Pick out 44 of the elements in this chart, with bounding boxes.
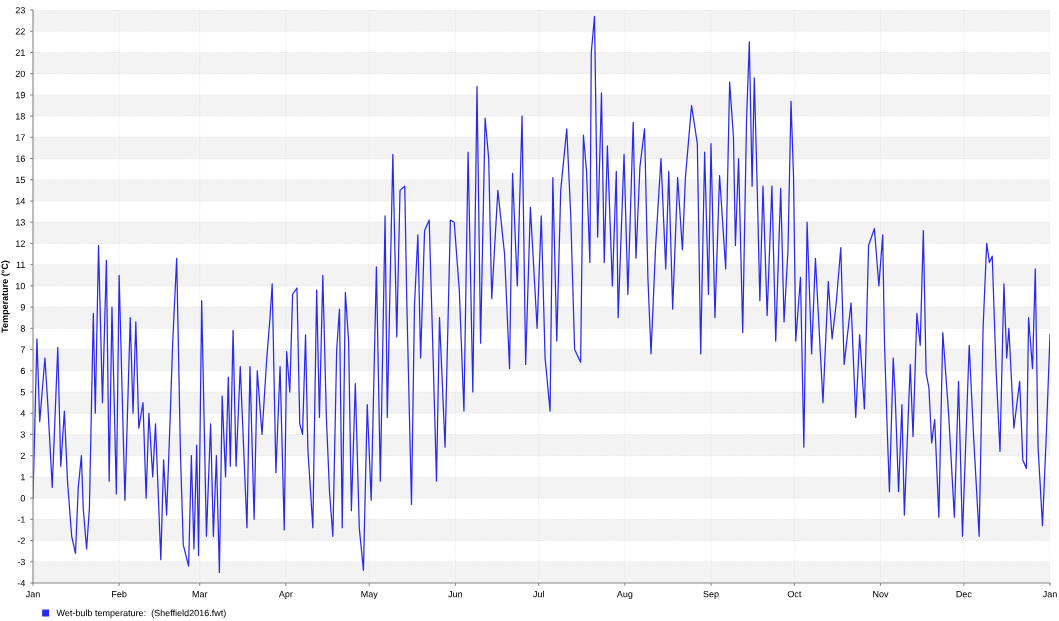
x-tick-label: Jan	[1042, 590, 1057, 598]
x-tick-label: May	[361, 590, 378, 600]
y-tick-label: 18	[16, 113, 25, 120]
y-tick-label: 10	[16, 282, 26, 290]
y-tick-label: 7	[20, 346, 25, 353]
y-tick-label: 16	[16, 155, 25, 162]
y-tick-label: 22	[15, 28, 25, 35]
y-tick-label: -1	[17, 516, 25, 523]
x-tick-label: Dec	[956, 590, 972, 598]
y-tick-label: 13	[16, 219, 25, 226]
y-tick-label: 8	[20, 325, 25, 332]
y-tick-label: -3	[17, 558, 25, 566]
x-tick-label: Sep	[703, 590, 719, 600]
y-tick-label: 3	[20, 431, 25, 438]
y-tick-label: 4	[20, 410, 26, 417]
y-tick-label: 1	[21, 473, 25, 481]
y-tick-label: 19	[16, 91, 25, 99]
y-tick-label: 15	[16, 176, 25, 184]
y-tick-label: 21	[15, 49, 25, 56]
x-tick-label: Nov	[873, 590, 889, 598]
x-tick-label: Feb	[112, 590, 127, 598]
y-tick-label: 12	[16, 240, 25, 247]
y-tick-label: -4	[17, 580, 26, 587]
y-tick-label: 2	[20, 452, 25, 459]
y-tick-label: 5	[20, 389, 25, 396]
y-axis-title: Temperature (°C)	[1, 260, 10, 333]
y-tick-label: 6	[20, 367, 25, 375]
y-tick-label: 0	[20, 495, 26, 502]
line-series	[33, 15, 1050, 574]
x-tick-label: Jun	[448, 590, 463, 598]
y-tick-label: -2	[17, 537, 25, 544]
y-tick-label: 9	[20, 304, 25, 311]
y-tick-label: 20	[15, 70, 26, 78]
y-tick-label: 23	[15, 6, 25, 14]
y-tick-label: 11	[16, 261, 25, 268]
x-tick-label: Apr	[278, 590, 293, 600]
x-tick-label: Jan	[25, 590, 40, 598]
x-tick-label: Jul	[533, 590, 544, 598]
x-tick-label: Aug	[616, 590, 633, 600]
legend-label: Wet-bulb temperature: (Sheffield2016.fwt)	[56, 609, 226, 618]
x-tick-label: Mar	[192, 590, 208, 598]
x-tick-label: Oct	[787, 590, 802, 598]
y-tick-label: 17	[16, 134, 25, 141]
y-tick-label: 14	[16, 198, 26, 205]
